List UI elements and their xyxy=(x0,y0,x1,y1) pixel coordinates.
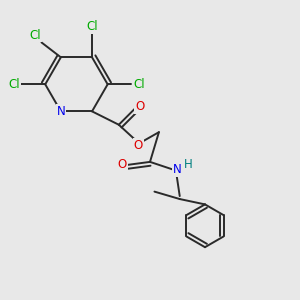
Text: O: O xyxy=(135,100,144,113)
Text: O: O xyxy=(134,139,143,152)
Text: N: N xyxy=(56,105,65,118)
Text: Cl: Cl xyxy=(86,20,98,33)
Text: Cl: Cl xyxy=(133,78,145,91)
Text: N: N xyxy=(173,163,182,176)
Text: H: H xyxy=(184,158,192,171)
Text: Cl: Cl xyxy=(30,28,41,41)
Text: O: O xyxy=(118,158,127,171)
Text: Cl: Cl xyxy=(8,78,20,91)
